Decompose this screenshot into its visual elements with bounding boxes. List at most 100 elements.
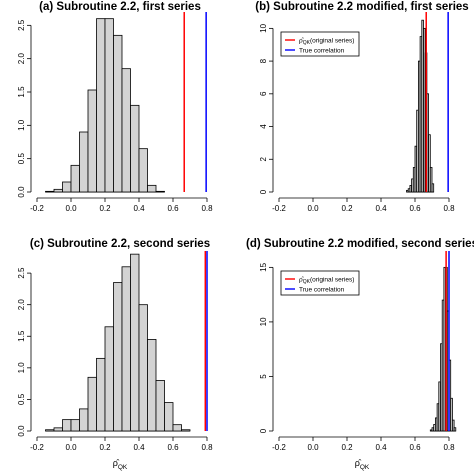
histogram-bar <box>172 424 182 432</box>
histogram-bar <box>429 167 433 193</box>
histogram-bar <box>130 104 140 193</box>
y-tick-label: 8 <box>259 58 268 63</box>
histogram-bar <box>104 326 114 432</box>
histogram-bar <box>428 134 431 193</box>
histogram-bar <box>53 188 63 193</box>
panel-title: (b) Subroutine 2.2 modified, first serie… <box>255 1 468 13</box>
x-axis-label: ρ̂QK <box>113 458 128 471</box>
x-tick-label: -0.2 <box>272 443 286 452</box>
legend-box <box>280 270 360 296</box>
y-tick-label: 0 <box>259 189 268 194</box>
histogram-bar <box>155 190 165 193</box>
histogram-bar <box>62 419 72 432</box>
y-tick-label: 4 <box>259 124 268 129</box>
x-tick-label: 0.0 <box>307 443 319 452</box>
x-tick-label: 0.8 <box>443 443 455 452</box>
histogram-bar <box>164 402 174 432</box>
histogram-bar <box>431 183 435 193</box>
x-tick-label: 0.6 <box>409 443 421 452</box>
x-tick-label: 0.0 <box>65 204 77 213</box>
histogram-bar <box>79 131 89 193</box>
histogram-bar <box>453 427 457 432</box>
histogram-bar <box>45 190 55 193</box>
panel-3: (c) Subroutine 2.2, second series -0.2 0.0… <box>17 238 213 471</box>
x-tick-label: 0.6 <box>167 443 179 452</box>
y-tick-label: 10 <box>259 23 268 32</box>
histogram-bar <box>138 148 148 193</box>
x-tick-label: 0.2 <box>341 204 353 213</box>
x-tick-label: 0.4 <box>375 443 387 452</box>
legend-box <box>280 31 360 57</box>
y-tick-label: 1.0 <box>17 362 26 374</box>
histogram-bar <box>121 68 131 193</box>
y-tick-label: 1.5 <box>17 330 26 342</box>
x-tick-label: 0.2 <box>99 443 111 452</box>
x-axis-label: ρ̂QK <box>355 458 370 471</box>
panel-1: (a) Subroutine 2.2, first series -0.2 0.0 0… <box>17 1 213 213</box>
panel-title: (a) Subroutine 2.2, first series <box>39 1 201 13</box>
histogram-bar <box>79 408 89 432</box>
x-tick-label: 0.8 <box>443 204 455 213</box>
x-tick-label: 0.4 <box>133 443 145 452</box>
x-tick-label: -0.2 <box>30 204 44 213</box>
panel-4: (d) Subroutine 2.2 modified, second seri… <box>246 238 474 471</box>
legend: ρ̂QK(original series)True correlation <box>280 270 360 296</box>
histogram-bar <box>70 164 80 193</box>
x-tick-label: -0.2 <box>272 204 286 213</box>
y-tick-label: 5 <box>259 374 268 379</box>
histogram-bar <box>62 181 72 193</box>
y-tick-label: 0.0 <box>17 425 26 437</box>
y-tick-label: 1.0 <box>17 119 26 131</box>
legend: ρ̂QK(original series)True correlation <box>280 31 360 57</box>
y-tick-label: 0.5 <box>17 393 26 405</box>
histogram-bar <box>96 18 106 193</box>
x-tick-label: 0.8 <box>201 204 213 213</box>
legend-label: ρ̂QK(original series) <box>299 38 354 47</box>
panel-title: (d) Subroutine 2.2 modified, second seri… <box>246 238 474 250</box>
y-tick-label: 1.5 <box>17 86 26 98</box>
histogram-bar <box>113 34 123 193</box>
histogram-bar <box>70 419 80 432</box>
histogram-bar <box>450 397 453 432</box>
y-tick-label: 0.5 <box>17 153 26 165</box>
x-tick-label: 0.6 <box>167 204 179 213</box>
x-tick-label: 0.8 <box>201 443 213 452</box>
y-tick-label: 2.5 <box>17 267 26 279</box>
y-tick-label: 2.0 <box>17 299 26 311</box>
y-tick-label: 10 <box>259 317 268 326</box>
y-tick-label: 6 <box>259 91 268 96</box>
legend-label: True correlation <box>299 48 345 55</box>
histogram-bar <box>53 427 63 432</box>
legend-label: True correlation <box>299 287 345 294</box>
histogram-bar <box>451 419 455 432</box>
x-tick-label: 0.0 <box>65 443 77 452</box>
x-tick-label: 0.6 <box>409 204 421 213</box>
histogram-bar <box>121 266 131 432</box>
histogram-bar <box>181 429 191 432</box>
histogram-bar <box>155 380 165 432</box>
legend-label: ρ̂QK(original series) <box>299 277 354 286</box>
histogram-bar <box>147 184 157 193</box>
panel-2: (b) Subroutine 2.2 modified, first serie… <box>255 1 468 213</box>
histogram-bar <box>138 304 148 432</box>
panel-title: (c) Subroutine 2.2, second series <box>30 238 210 250</box>
histogram-bar <box>96 357 106 432</box>
y-tick-label: 15 <box>259 262 268 271</box>
x-tick-label: 0.4 <box>133 204 145 213</box>
y-tick-label: 2.5 <box>17 19 26 31</box>
histogram-bar <box>130 253 140 432</box>
histogram-bar <box>104 18 114 193</box>
x-tick-label: 0.0 <box>307 204 319 213</box>
histogram-bar <box>45 429 55 432</box>
y-tick-label: 0.0 <box>17 186 26 198</box>
histogram-bar <box>113 282 123 432</box>
y-tick-label: 0 <box>259 428 268 433</box>
x-tick-label: 0.2 <box>99 204 111 213</box>
x-tick-label: -0.2 <box>30 443 44 452</box>
histogram-bar <box>87 89 97 193</box>
x-tick-label: 0.4 <box>375 204 387 213</box>
x-tick-label: 0.2 <box>341 443 353 452</box>
histogram-bar <box>87 376 97 432</box>
y-tick-label: 2.0 <box>17 53 26 65</box>
